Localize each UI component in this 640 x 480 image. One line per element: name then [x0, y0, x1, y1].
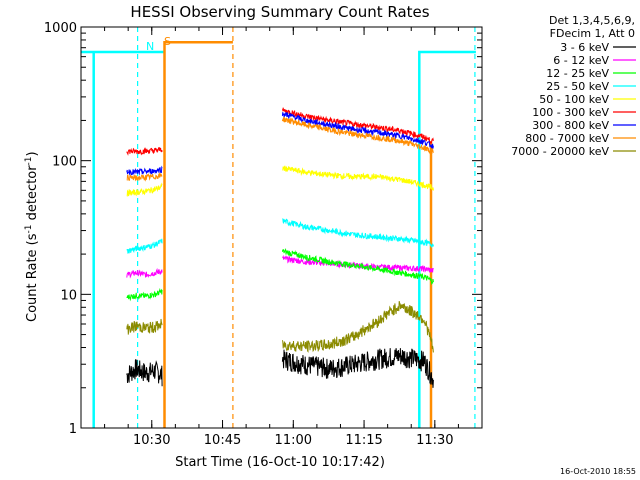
- y-label-part-2: detector: [25, 165, 40, 225]
- series-line-2-0: [126, 287, 163, 302]
- x-tick-label: 11:15: [345, 433, 382, 448]
- legend-entry-label: 100 - 300 keV: [532, 106, 609, 119]
- legend-entry-label: 12 - 25 keV: [546, 67, 609, 80]
- x-axis-ticks: 10:30 10:45 11:00 11:15 11:30: [104, 27, 459, 448]
- series-line-5-0: [126, 147, 163, 156]
- series-line-3-0: [126, 238, 163, 254]
- series-line-5-1: [281, 107, 434, 145]
- series-line-2-1: [281, 247, 434, 286]
- series-line-0-0: [126, 359, 163, 387]
- flag-solid-0: [81, 50, 165, 428]
- series-line-6-1: [281, 111, 434, 149]
- flag-label-s: S: [164, 35, 171, 48]
- series-line-4-1: [282, 165, 434, 191]
- x-axis-label: Start Time (16-Oct-10 10:17:42): [175, 455, 385, 470]
- legend-entry-label: 800 - 7000 keV: [525, 132, 609, 145]
- y-axis-label: Count Rate (s-1 detector-1): [24, 151, 40, 322]
- y-label-part-3: ): [25, 151, 40, 156]
- legend-entry-label: 25 - 50 keV: [546, 80, 609, 93]
- y-label-sup-2: -1: [24, 156, 34, 165]
- y-label-sup-1: -1: [24, 224, 34, 233]
- legend-header-1: Det 1,3,4,5,6,9,: [549, 14, 635, 27]
- series-lines: [126, 107, 434, 388]
- legend-entry-label: 50 - 100 keV: [539, 93, 609, 106]
- series-line-3-1: [282, 218, 434, 248]
- legend-entry-label: 6 - 12 keV: [553, 54, 609, 67]
- series-line-7-1: [281, 116, 434, 155]
- flag-lines: [81, 27, 476, 428]
- plot-frame: [80, 26, 483, 429]
- x-tick-label: 10:45: [204, 433, 241, 448]
- x-tick-label: 11:30: [416, 433, 453, 448]
- y-tick-label: 100: [52, 155, 77, 170]
- timestamp: 16-Oct-2010 18:55: [560, 467, 636, 476]
- legend-entry-label: 7000 - 20000 keV: [511, 145, 609, 158]
- y-tick-label: 10: [60, 288, 77, 303]
- series-line-7-0: [126, 172, 163, 182]
- flag-solid-2: [418, 50, 476, 428]
- legend-header-2: FDecim 1, Att 0: [550, 27, 635, 40]
- flag-solid-4: [163, 40, 233, 428]
- series-line-6-0: [126, 165, 163, 177]
- x-tick-label: 11:00: [275, 433, 312, 448]
- legend-entry-label: 300 - 800 keV: [532, 119, 609, 132]
- y-tick-label: 1: [69, 422, 77, 437]
- series-line-1-0: [126, 267, 163, 279]
- y-axis-ticks: 1 10 100 1000: [44, 21, 482, 437]
- flag-label-n: N: [146, 40, 154, 53]
- series-line-8-1: [281, 300, 434, 353]
- series-line-8-0: [126, 318, 163, 335]
- series-line-0-1: [281, 348, 434, 388]
- y-tick-label: 1000: [44, 21, 77, 36]
- legend-entry-label: 3 - 6 keV: [560, 41, 609, 54]
- series-line-4-0: [126, 182, 163, 197]
- legend: Det 1,3,4,5,6,9, FDecim 1, Att 0 3 - 6 k…: [511, 14, 636, 158]
- y-label-part-1: Count Rate (s: [25, 233, 40, 322]
- x-tick-label: 10:30: [133, 433, 170, 448]
- chart-title: HESSI Observing Summary Count Rates: [130, 3, 429, 21]
